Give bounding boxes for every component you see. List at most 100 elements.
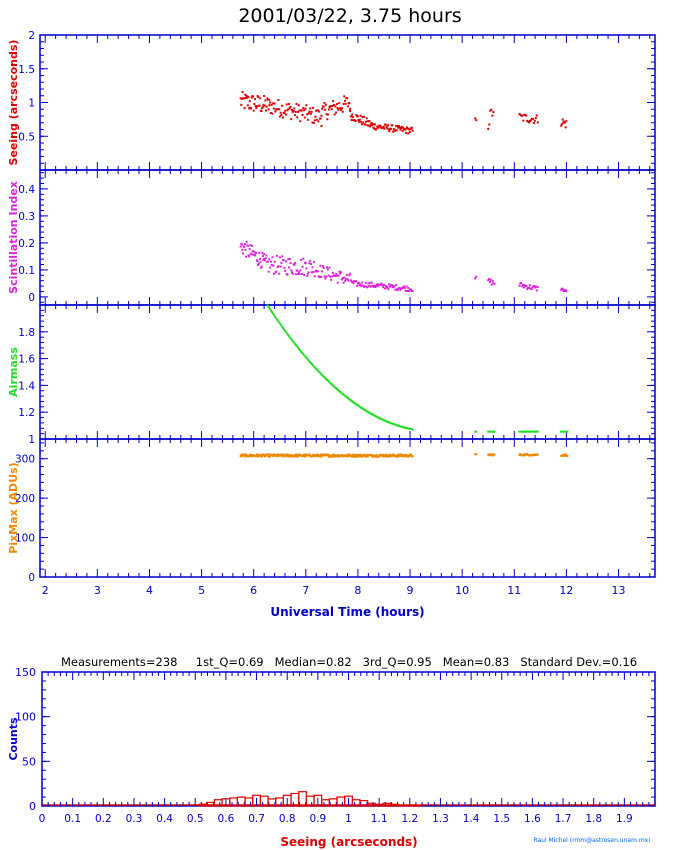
data-point <box>536 430 539 433</box>
data-point <box>291 271 294 274</box>
data-point <box>346 453 349 456</box>
data-point <box>294 273 297 276</box>
data-point <box>404 289 407 292</box>
data-point <box>566 430 569 433</box>
data-point <box>327 453 330 456</box>
data-point <box>318 371 321 374</box>
data-point <box>533 285 536 288</box>
data-point <box>252 253 255 256</box>
x-tick-label: 10 <box>455 584 469 597</box>
data-point <box>336 281 339 284</box>
data-point <box>253 98 256 101</box>
data-point <box>254 105 257 108</box>
x-tick-label: 0.9 <box>309 813 326 825</box>
data-point <box>359 114 362 117</box>
data-point <box>372 126 375 129</box>
data-point <box>310 110 313 113</box>
data-point <box>263 453 266 456</box>
data-point <box>243 455 246 458</box>
data-point <box>342 281 345 284</box>
data-point <box>268 98 271 101</box>
data-point <box>325 113 328 116</box>
data-point <box>566 454 569 457</box>
data-point <box>350 454 353 457</box>
y-tick-label: 0.5 <box>18 131 35 143</box>
histogram-bar <box>405 804 415 807</box>
data-point <box>357 453 360 456</box>
data-point <box>396 454 399 457</box>
data-point <box>247 254 250 257</box>
data-point <box>250 107 253 110</box>
data-point <box>266 304 269 307</box>
data-point <box>360 407 363 410</box>
data-point <box>288 266 291 269</box>
data-point <box>267 98 270 101</box>
data-point <box>353 455 356 458</box>
data-point <box>311 363 314 366</box>
data-point <box>519 453 522 456</box>
x-tick-label: 6 <box>250 584 257 597</box>
data-point <box>386 420 389 423</box>
data-point <box>409 288 412 291</box>
data-point <box>560 123 563 126</box>
data-point <box>385 125 388 128</box>
data-point <box>375 454 378 457</box>
data-point <box>394 125 397 128</box>
data-point <box>536 286 539 289</box>
data-point <box>339 107 342 110</box>
data-point <box>402 285 405 288</box>
data-point <box>324 376 327 379</box>
data-point <box>383 287 386 290</box>
data-point <box>531 286 534 289</box>
panel-frame-histogram <box>41 671 656 807</box>
data-point <box>382 286 385 289</box>
data-point <box>268 104 271 107</box>
data-point <box>284 113 287 116</box>
data-point <box>306 118 309 121</box>
data-point <box>408 130 411 133</box>
data-point <box>281 104 284 107</box>
data-point <box>241 91 244 94</box>
data-point <box>402 126 405 129</box>
data-point <box>488 278 491 281</box>
data-point <box>396 424 399 427</box>
data-point <box>381 283 384 286</box>
data-point <box>337 274 340 277</box>
data-point <box>297 271 300 274</box>
data-point <box>258 257 261 260</box>
data-point <box>293 263 296 266</box>
data-point <box>288 107 291 110</box>
data-point <box>372 285 375 288</box>
data-point <box>340 278 343 281</box>
data-point <box>321 270 324 273</box>
data-point <box>264 99 267 102</box>
data-point <box>261 107 264 110</box>
data-point <box>520 281 523 284</box>
data-point <box>387 124 390 127</box>
data-point <box>360 285 363 288</box>
data-point <box>329 455 332 458</box>
data-point <box>384 419 387 422</box>
data-point <box>351 116 354 119</box>
data-point <box>379 125 382 128</box>
x-axis-label: Universal Time (hours) <box>270 605 424 619</box>
y-tick-label: 1.6 <box>18 354 35 366</box>
data-point <box>329 382 332 385</box>
data-point <box>364 120 367 123</box>
data-point <box>307 359 310 362</box>
data-point <box>307 271 310 274</box>
data-point <box>304 455 307 458</box>
data-point <box>281 255 284 258</box>
data-point <box>316 369 319 372</box>
data-point <box>333 386 336 389</box>
x-tick-label: 5 <box>198 584 205 597</box>
data-point <box>294 453 297 456</box>
data-point <box>391 422 394 425</box>
y-tick-label: 1.4 <box>18 380 35 392</box>
data-point <box>306 113 309 116</box>
data-point <box>384 284 387 287</box>
y-tick-label: 2 <box>28 30 35 42</box>
data-point <box>402 286 405 289</box>
data-point <box>322 105 325 108</box>
data-point <box>263 455 266 458</box>
